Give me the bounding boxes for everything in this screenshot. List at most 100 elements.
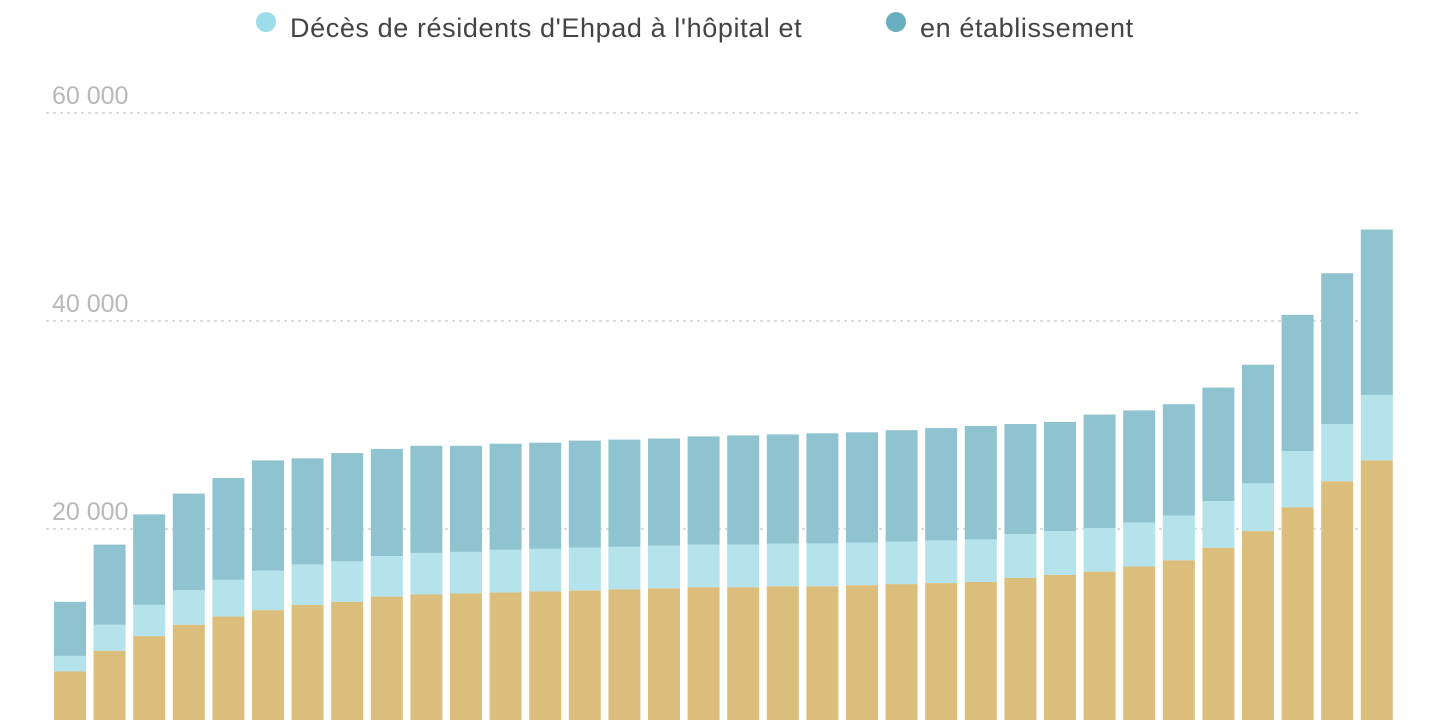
bars <box>54 229 1393 720</box>
bar-stack <box>1202 387 1235 720</box>
bar-segment-hospital <box>291 564 324 605</box>
bar-segment-establishment <box>1360 229 1393 395</box>
bar-segment-establishment <box>212 478 245 580</box>
y-axis-tick-labels: 20 000 40 000 60 000 <box>52 82 128 526</box>
bar-segment-hospital <box>1044 531 1076 575</box>
bar-segment-hospital <box>450 551 482 594</box>
bar-segment-base <box>450 593 482 720</box>
bar-segment-establishment <box>1083 414 1116 528</box>
bar-segment-establishment <box>450 445 482 552</box>
bar-segment-base <box>568 590 601 720</box>
bar-segment-base <box>846 585 878 720</box>
bar-segment-hospital <box>489 549 522 593</box>
bar-segment-establishment <box>925 428 958 541</box>
bar-segment-base <box>766 586 799 720</box>
bar-segment-hospital <box>1202 500 1235 548</box>
bar-segment-hospital <box>1083 528 1116 572</box>
bar-segment-base <box>291 604 324 720</box>
bar-segment-base <box>370 596 403 720</box>
bar-segment-hospital <box>1281 451 1314 508</box>
bar-segment-establishment <box>252 460 284 571</box>
legend-label-hospital: Décès de résidents d'Ehpad à l'hôpital e… <box>290 13 802 43</box>
bar-segment-establishment <box>291 458 324 565</box>
bar-segment-establishment <box>1044 421 1076 532</box>
bar-stack <box>1044 421 1076 720</box>
bar-segment-hospital <box>331 561 364 602</box>
bar-segment-establishment <box>1242 364 1274 484</box>
bar-segment-base <box>410 594 443 720</box>
bar-segment-hospital <box>687 544 720 588</box>
bar-stack <box>727 435 760 720</box>
bar-stack <box>568 440 601 720</box>
bar-segment-base <box>964 582 997 720</box>
bar-segment-establishment <box>885 430 918 542</box>
legend-marker-establishment <box>886 12 906 32</box>
bar-stack <box>1162 404 1195 720</box>
bar-segment-hospital <box>1162 515 1195 561</box>
bar-segment-hospital <box>1242 483 1274 531</box>
legend-marker-hospital <box>256 12 276 32</box>
bar-segment-establishment <box>964 426 997 540</box>
bar-segment-hospital <box>846 542 878 586</box>
bar-segment-hospital <box>925 540 958 583</box>
bar-segment-hospital <box>1004 534 1037 578</box>
bar-segment-base <box>885 584 918 720</box>
bar-segment-hospital <box>648 545 680 589</box>
bar-segment-hospital <box>964 539 997 582</box>
bar-segment-base <box>1004 577 1037 720</box>
bar-segment-base <box>648 588 680 720</box>
bar-segment-base <box>1242 531 1274 720</box>
bar-segment-base <box>1162 560 1195 720</box>
legend: Décès de résidents d'Ehpad à l'hôpital e… <box>256 12 1133 43</box>
bar-segment-hospital <box>1123 522 1156 567</box>
bar-stack <box>1360 229 1393 720</box>
bar-segment-hospital <box>370 556 403 597</box>
bar-segment-establishment <box>1321 273 1354 424</box>
bar-segment-hospital <box>766 543 799 587</box>
bar-segment-base <box>331 601 364 720</box>
bar-segment-establishment <box>93 544 126 625</box>
bar-segment-establishment <box>806 433 839 544</box>
bar-segment-base <box>54 671 86 720</box>
bar-stack <box>54 601 86 720</box>
bar-segment-establishment <box>727 435 760 545</box>
bar-segment-base <box>608 589 641 720</box>
bar-segment-hospital <box>1360 394 1393 461</box>
bar-segment-base <box>1321 481 1354 720</box>
bar-segment-base <box>1123 566 1156 720</box>
bar-segment-base <box>1202 547 1235 720</box>
bar-segment-base <box>529 591 562 720</box>
bar-segment-hospital <box>1321 424 1354 482</box>
bar-segment-hospital <box>410 552 443 595</box>
bar-stack <box>291 458 324 720</box>
bar-stack <box>370 448 403 720</box>
y-tick-label: 40 000 <box>52 290 128 318</box>
bar-stack <box>212 478 245 720</box>
bar-stack <box>1004 424 1037 720</box>
bar-segment-base <box>1044 574 1076 720</box>
bar-segment-hospital <box>727 544 760 588</box>
bar-segment-hospital <box>212 580 245 617</box>
bar-segment-establishment <box>172 493 205 591</box>
bar-segment-hospital <box>529 548 562 592</box>
bar-segment-base <box>727 587 760 720</box>
bar-segment-base <box>212 616 245 720</box>
bar-segment-hospital <box>885 541 918 585</box>
bar-segment-establishment <box>568 440 601 548</box>
bar-segment-base <box>1360 460 1393 720</box>
bar-segment-establishment <box>1123 410 1156 523</box>
bar-stack <box>846 432 878 720</box>
bar-stack <box>410 445 443 720</box>
bar-segment-hospital <box>93 624 126 651</box>
bar-stack <box>450 445 482 720</box>
bar-segment-base <box>1281 507 1314 720</box>
bar-stack <box>885 430 918 720</box>
bar-segment-base <box>93 650 126 720</box>
bar-stack <box>964 426 997 720</box>
bar-stack <box>93 544 126 720</box>
bar-segment-establishment <box>370 448 403 556</box>
bar-stack <box>489 443 522 720</box>
bar-segment-base <box>687 587 720 720</box>
bar-segment-establishment <box>846 432 878 543</box>
bar-stack <box>608 439 641 720</box>
